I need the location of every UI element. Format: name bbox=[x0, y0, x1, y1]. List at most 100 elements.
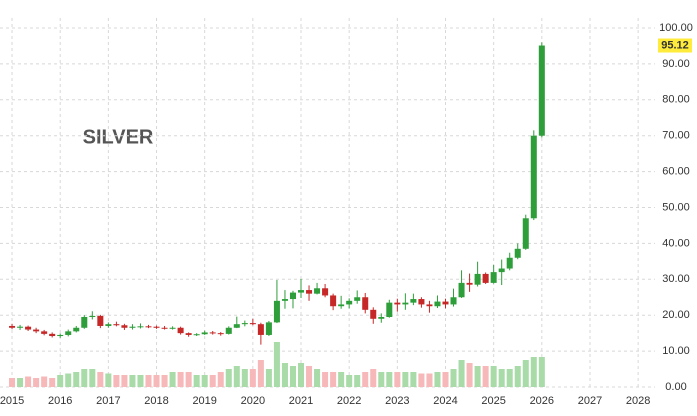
volume-bar bbox=[265, 369, 272, 387]
x-tick-label: 2021 bbox=[289, 395, 313, 407]
candle-body bbox=[185, 333, 192, 335]
candle-body bbox=[137, 326, 144, 328]
y-tick-label: 20.00 bbox=[662, 309, 690, 321]
candle-body bbox=[41, 331, 48, 334]
candle-body bbox=[514, 248, 521, 258]
candle-body bbox=[17, 326, 24, 328]
candle-body bbox=[426, 304, 433, 307]
y-tick-label: 60.00 bbox=[662, 166, 690, 178]
volume-bar bbox=[57, 375, 64, 387]
x-tick-label: 2020 bbox=[241, 395, 265, 407]
volume-bar bbox=[482, 366, 489, 387]
volume-bar bbox=[338, 372, 345, 387]
volume-bar bbox=[434, 372, 441, 387]
candle-body bbox=[73, 327, 80, 332]
volume-bar bbox=[530, 357, 537, 387]
x-tick-label: 2017 bbox=[96, 395, 120, 407]
candle-body bbox=[209, 332, 216, 334]
volume-bar bbox=[522, 360, 529, 387]
candle-body bbox=[281, 299, 288, 301]
volume-bar bbox=[314, 369, 321, 387]
volume-bar bbox=[394, 372, 401, 387]
y-tick-label: 100.00 bbox=[659, 22, 693, 34]
chart-title: SILVER bbox=[83, 126, 154, 148]
x-tick-label: 2023 bbox=[385, 395, 409, 407]
volume-bar bbox=[25, 376, 32, 387]
candle-body bbox=[458, 282, 465, 298]
candle-body bbox=[129, 326, 136, 328]
volume-bar bbox=[81, 369, 88, 387]
candle-body bbox=[225, 327, 232, 334]
candle-body bbox=[201, 332, 208, 335]
candle-body bbox=[265, 322, 272, 335]
candle-body bbox=[65, 331, 72, 335]
candle-body bbox=[386, 302, 393, 317]
candle-body bbox=[33, 329, 40, 332]
volume-bar bbox=[386, 372, 393, 387]
volume-bar bbox=[217, 372, 224, 387]
candle-body bbox=[49, 333, 56, 337]
candle-body bbox=[298, 290, 305, 293]
y-tick-label: 30.00 bbox=[662, 273, 690, 285]
x-tick-label: 2024 bbox=[433, 395, 457, 407]
volume-bar bbox=[346, 375, 353, 387]
volume-bar bbox=[257, 360, 264, 387]
volume-bar bbox=[426, 373, 433, 387]
volume-bar bbox=[514, 366, 521, 387]
volume-bar bbox=[402, 372, 409, 387]
volume-bar bbox=[330, 372, 337, 387]
candle-body bbox=[522, 218, 529, 249]
candle-body bbox=[490, 272, 497, 283]
candle-body bbox=[249, 323, 256, 325]
x-tick-label: 2027 bbox=[578, 395, 602, 407]
volume-bar bbox=[201, 375, 208, 387]
candle-body bbox=[57, 334, 64, 337]
candle-body bbox=[434, 301, 441, 307]
volume-bar bbox=[273, 342, 280, 387]
grid bbox=[0, 18, 655, 388]
x-tick-label: 2019 bbox=[192, 395, 216, 407]
candle-body bbox=[25, 326, 32, 330]
volume-bar bbox=[490, 366, 497, 387]
volume-bar bbox=[65, 373, 72, 387]
candle-body bbox=[370, 309, 377, 319]
volume-bar bbox=[225, 369, 232, 387]
candle-body bbox=[482, 273, 489, 283]
y-tick-label: 0.00 bbox=[665, 381, 686, 393]
candle-body bbox=[169, 327, 176, 329]
y-tick-label: 50.00 bbox=[662, 201, 690, 213]
candle-body bbox=[498, 268, 505, 273]
volume-bar bbox=[474, 366, 481, 387]
volume-bar bbox=[442, 372, 449, 387]
last-price-label: 95.12 bbox=[661, 39, 689, 51]
candle-body bbox=[378, 316, 385, 319]
candle-body bbox=[474, 273, 481, 285]
candle-body bbox=[530, 135, 537, 219]
candle-body bbox=[402, 302, 409, 305]
volume-bar bbox=[538, 357, 545, 387]
x-tick-label: 2025 bbox=[481, 395, 505, 407]
y-tick-label: 70.00 bbox=[662, 130, 690, 142]
candle-body bbox=[418, 299, 425, 305]
volume-bar bbox=[161, 375, 168, 387]
volume-bar bbox=[354, 375, 361, 387]
volume-bar bbox=[306, 366, 313, 387]
volume-bar bbox=[177, 372, 184, 387]
volume-bar bbox=[378, 372, 385, 387]
candle-body bbox=[89, 315, 96, 317]
volume-bar bbox=[466, 363, 473, 387]
volume-bar bbox=[410, 372, 417, 387]
volume-bar bbox=[506, 369, 513, 387]
candle-body bbox=[217, 333, 224, 335]
volume-bar bbox=[362, 372, 369, 387]
volume-bar bbox=[458, 360, 465, 387]
candle-body bbox=[362, 297, 369, 310]
volume-bar bbox=[169, 372, 176, 387]
volume-bar bbox=[193, 375, 200, 387]
volume-bar bbox=[185, 372, 192, 387]
x-tick-label: 2022 bbox=[337, 395, 361, 407]
x-tick-label: 2016 bbox=[48, 395, 72, 407]
volume-bar bbox=[153, 375, 160, 387]
candle-body bbox=[338, 304, 345, 307]
